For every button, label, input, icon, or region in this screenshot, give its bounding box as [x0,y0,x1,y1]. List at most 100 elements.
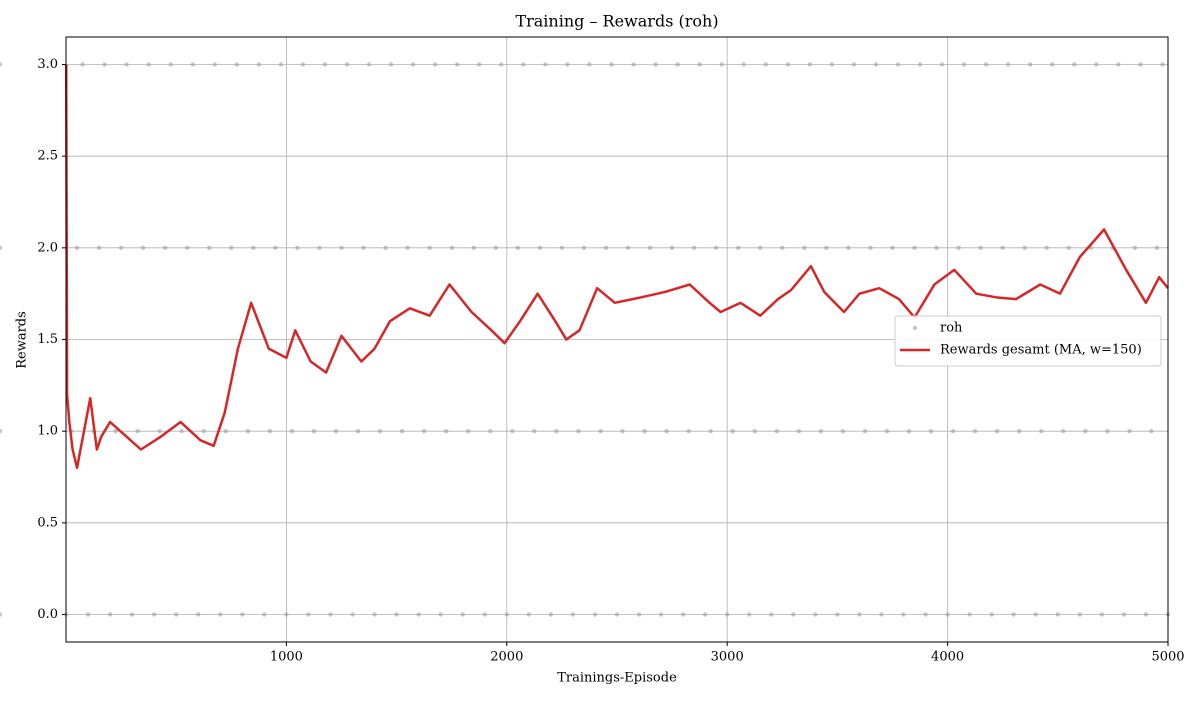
scatter-point [895,62,901,67]
scatter-point [802,245,807,251]
scatter-point [840,428,846,434]
scatter-point [1138,62,1143,67]
scatter-point [510,428,515,434]
scatter-point [333,428,339,434]
scatter-point [1149,428,1154,434]
scatter-point [207,245,212,251]
scatter-point [190,62,195,67]
scatter-point [0,245,3,251]
scatter-point [1006,62,1011,67]
y-tick-label: 3.0 [37,57,58,72]
scatter-point [824,245,829,251]
scatter-point [344,62,350,67]
scatter-point [675,62,680,67]
scatter-point [884,428,890,434]
scatter-point [631,62,636,67]
scatter-point [614,612,620,617]
scatter-point [504,612,509,617]
scatter-point [570,612,576,617]
scatter-point [1127,428,1132,434]
scatter-point [201,428,206,434]
scatter-point [174,612,179,617]
scatter-point [912,245,917,251]
scatter-point [443,428,449,434]
scatter-point [956,245,961,251]
scatter-point [124,62,129,67]
scatter-point [901,612,906,617]
scatter-point [394,612,399,617]
x-tick-label: 2000 [490,650,523,665]
scatter-point [758,245,763,251]
scatter-point [284,612,289,617]
scatter-point [262,612,267,617]
scatter-point [482,612,487,617]
scatter-point [185,245,190,251]
scatter-point [234,62,240,67]
scatter-point [747,612,752,617]
scatter-point [377,428,383,434]
scatter-point [868,245,873,251]
scatter-point [741,62,746,67]
scatter-point [1099,612,1105,617]
scatter-point [1066,245,1072,251]
scatter-point [686,428,691,434]
scatter-point [923,612,928,617]
scatter-point [168,62,173,67]
x-tick-label: 3000 [711,650,744,665]
x-axis-title: Trainings-Episode [557,671,677,686]
scatter-point [212,62,217,67]
scatter-point [835,612,840,617]
scatter-point [162,245,168,251]
scatter-point [311,428,317,434]
scatter-point [818,428,824,434]
scatter-point [322,62,328,67]
y-tick-label: 0.5 [37,515,58,530]
scatter-point [140,245,146,251]
scatter-point [532,428,537,434]
scatter-point [151,612,157,617]
scatter-point [917,62,923,67]
scatter-point [196,612,201,617]
scatter-point [813,612,818,617]
scatter-point [950,428,956,434]
scatter-point [736,245,741,251]
chart-title: Training – Rewards (roh) [515,12,718,31]
scatter-point [223,428,228,434]
scatter-point [289,428,295,434]
scatter-point [129,612,135,617]
scatter-point [1044,245,1049,251]
scatter-point [1061,428,1066,434]
scatter-point [278,62,284,67]
scatter-point [609,62,614,67]
scatter-point [135,428,140,434]
scatter-point [96,245,102,251]
scatter-point [466,428,471,434]
y-tick-label: 0.0 [37,607,58,622]
scatter-point [488,428,493,434]
scatter-point [256,62,262,67]
scatter-point [1000,245,1005,251]
scatter-point [565,62,570,67]
scatter-point [620,428,625,434]
scatter-point [879,612,884,617]
scatter-point [1077,612,1083,617]
scatter-point [587,62,592,67]
scatter-point [350,612,355,617]
scatter-point [642,428,647,434]
x-tick-label: 5000 [1151,650,1184,665]
scatter-point [251,245,256,251]
scatter-point [857,612,862,617]
scatter-point [890,245,895,251]
scatter-point [559,245,565,251]
legend-label: roh [940,321,963,336]
scatter-point [697,62,702,67]
scatter-point [846,245,851,251]
scatter-point [383,245,388,251]
scatter-point [961,62,967,67]
scatter-point [548,612,554,617]
scatter-point [702,612,708,617]
scatter-point [774,428,779,434]
scatter-point [983,62,989,67]
scatter-point [994,428,1000,434]
